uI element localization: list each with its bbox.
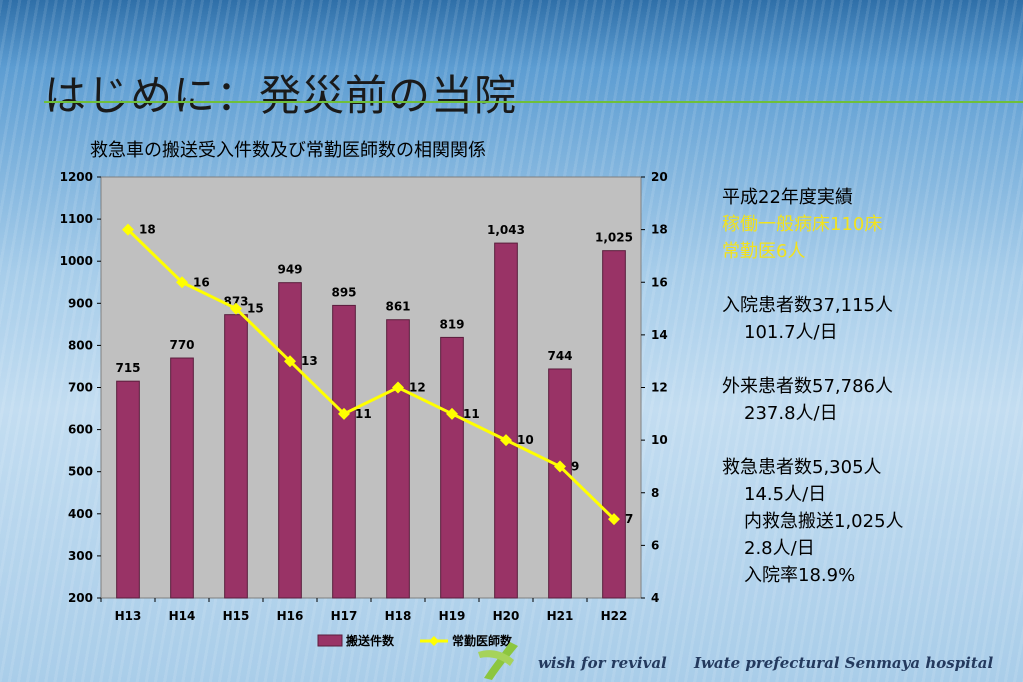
bar <box>278 282 302 599</box>
bar <box>224 314 248 599</box>
title-divider <box>44 101 1023 103</box>
y-right-tick-label: 12 <box>651 381 668 395</box>
doctors-marker <box>176 276 188 289</box>
stats-outpatients: 外来患者数57,786人 <box>722 376 893 397</box>
doctors-marker <box>284 355 296 368</box>
bar <box>116 380 140 599</box>
legend-bar-swatch <box>317 634 343 647</box>
slide-title: はじめに：発災前の当院 <box>44 71 518 120</box>
x-tick-label: H18 <box>385 609 412 623</box>
y-right-tick-label: 4 <box>651 591 659 605</box>
y-left-tick-label: 1200 <box>60 170 93 184</box>
doctors-marker <box>554 460 566 473</box>
y-right-tick-label: 8 <box>651 486 659 500</box>
y-left-tick-label: 400 <box>68 507 93 521</box>
doctors-value-label: 18 <box>139 223 156 237</box>
y-left-tick-label: 700 <box>68 381 93 395</box>
doctors-marker <box>608 513 620 526</box>
doctors-marker <box>122 223 134 236</box>
y-right-tick-label: 20 <box>651 170 668 184</box>
x-tick-label: H17 <box>331 609 358 623</box>
legend-line-label: 常勤医師数 <box>452 633 513 648</box>
bar-value-label: 819 <box>439 317 464 331</box>
bar-value-label: 1,025 <box>595 231 633 245</box>
doctors-value-label: 7 <box>625 512 633 526</box>
x-tick-label: H21 <box>547 609 574 623</box>
bar-value-label: 1,043 <box>487 223 525 237</box>
doctors-value-label: 10 <box>517 433 534 447</box>
x-tick-label: H15 <box>223 609 250 623</box>
stats-outpatients-per-day: 237.8人/日 <box>744 403 838 424</box>
legend-line-marker <box>429 636 439 646</box>
doctors-marker <box>500 434 512 447</box>
y-right-tick-label: 18 <box>651 223 668 237</box>
doctors-marker <box>392 381 404 394</box>
doctors-value-label: 11 <box>355 407 372 421</box>
bar <box>494 242 518 599</box>
y-right-tick-label: 14 <box>651 328 668 342</box>
y-left-tick-label: 900 <box>68 296 93 310</box>
bar-value-label: 895 <box>331 285 356 299</box>
doctors-value-label: 15 <box>247 302 264 316</box>
x-tick-label: H13 <box>115 609 142 623</box>
y-left-tick-label: 1000 <box>60 254 93 268</box>
footer-hospital: Iwate prefectural Senmaya hospital <box>694 654 994 672</box>
bar-value-label: 861 <box>385 300 410 314</box>
x-tick-label: H14 <box>169 609 196 623</box>
y-left-tick-label: 500 <box>68 465 93 479</box>
ribbon-logo-icon <box>478 642 518 680</box>
y-right-tick-label: 6 <box>651 538 659 552</box>
doctors-marker <box>230 302 242 315</box>
y-left-tick-label: 800 <box>68 338 93 352</box>
x-tick-label: H22 <box>601 609 628 623</box>
chart-title: 救急車の搬送受入件数及び常勤医師数の相関関係 <box>90 140 486 161</box>
stats-heading: 平成22年度実績 <box>722 187 853 208</box>
stats-doctors: 常勤医6人 <box>722 241 806 262</box>
doctors-value-label: 11 <box>463 407 480 421</box>
y-left-tick-label: 600 <box>68 423 93 437</box>
x-tick-label: H20 <box>493 609 520 623</box>
doctors-value-label: 16 <box>193 275 210 289</box>
y-left-tick-label: 300 <box>68 549 93 563</box>
stats-panel: 平成22年度実績 稼働一般病床110床 常勤医6人 入院患者数37,115人 1… <box>722 184 904 589</box>
doctors-value-label: 12 <box>409 381 426 395</box>
stats-inpatients: 入院患者数37,115人 <box>722 295 893 316</box>
bar <box>602 250 626 599</box>
x-tick-label: H19 <box>439 609 466 623</box>
stats-emergency: 救急患者数5,305人 <box>722 457 882 478</box>
stats-ambulance-per-day: 2.8人/日 <box>744 538 815 559</box>
stats-inpatients-per-day: 101.7人/日 <box>744 322 838 343</box>
doctors-marker <box>446 407 458 420</box>
bar <box>332 304 356 599</box>
bar-value-label: 744 <box>547 349 572 363</box>
bar <box>386 319 410 599</box>
doctors-value-label: 13 <box>301 354 318 368</box>
stats-admission-rate: 入院率18.9% <box>744 565 856 586</box>
bar <box>170 357 194 599</box>
stats-beds: 稼働一般病床110床 <box>722 214 883 235</box>
bar <box>548 368 572 599</box>
bar-value-label: 715 <box>115 361 140 375</box>
footer: wish for revival Iwate prefectural Senma… <box>538 654 1015 672</box>
stats-emergency-per-day: 14.5人/日 <box>744 484 827 505</box>
y-left-tick-label: 200 <box>68 591 93 605</box>
doctors-value-label: 9 <box>571 459 579 473</box>
legend-bar-label: 搬送件数 <box>346 633 395 648</box>
bar <box>440 336 464 599</box>
stats-ambulance: 内救急搬送1,025人 <box>744 511 904 532</box>
x-tick-label: H16 <box>277 609 304 623</box>
doctors-marker <box>338 407 350 420</box>
doctors-line <box>126 228 616 521</box>
bar-value-label: 949 <box>277 263 302 277</box>
bar-value-label: 770 <box>169 338 194 352</box>
y-right-tick-label: 16 <box>651 275 668 289</box>
footer-slogan: wish for revival <box>538 654 667 672</box>
y-left-tick-label: 1100 <box>60 212 93 226</box>
y-right-tick-label: 10 <box>651 433 668 447</box>
